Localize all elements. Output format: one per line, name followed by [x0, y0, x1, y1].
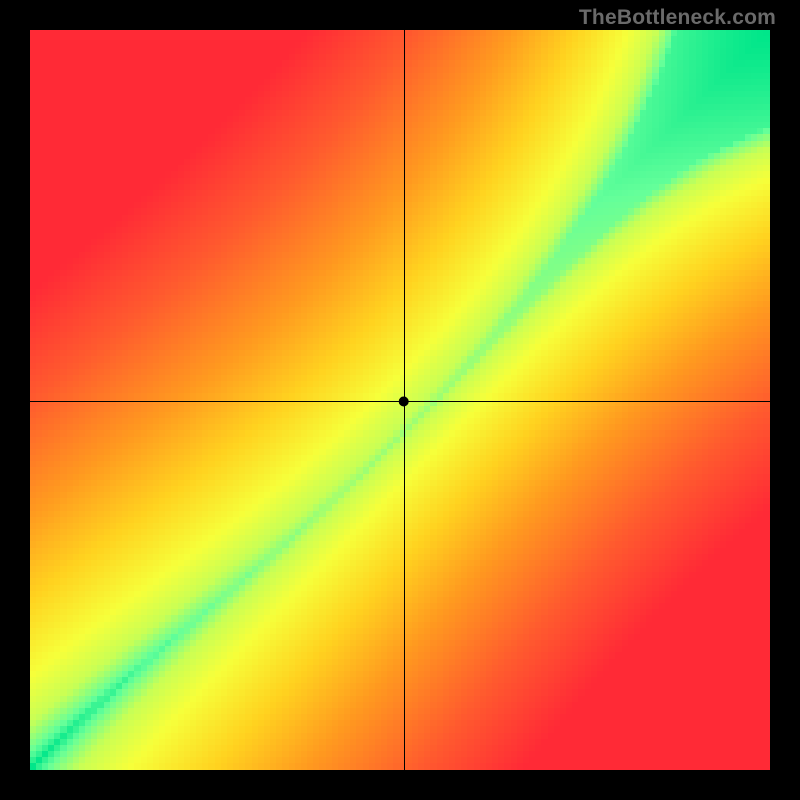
stage: TheBottleneck.com: [0, 0, 800, 800]
bottleneck-heatmap: [30, 30, 770, 770]
watermark-text: TheBottleneck.com: [579, 6, 776, 30]
